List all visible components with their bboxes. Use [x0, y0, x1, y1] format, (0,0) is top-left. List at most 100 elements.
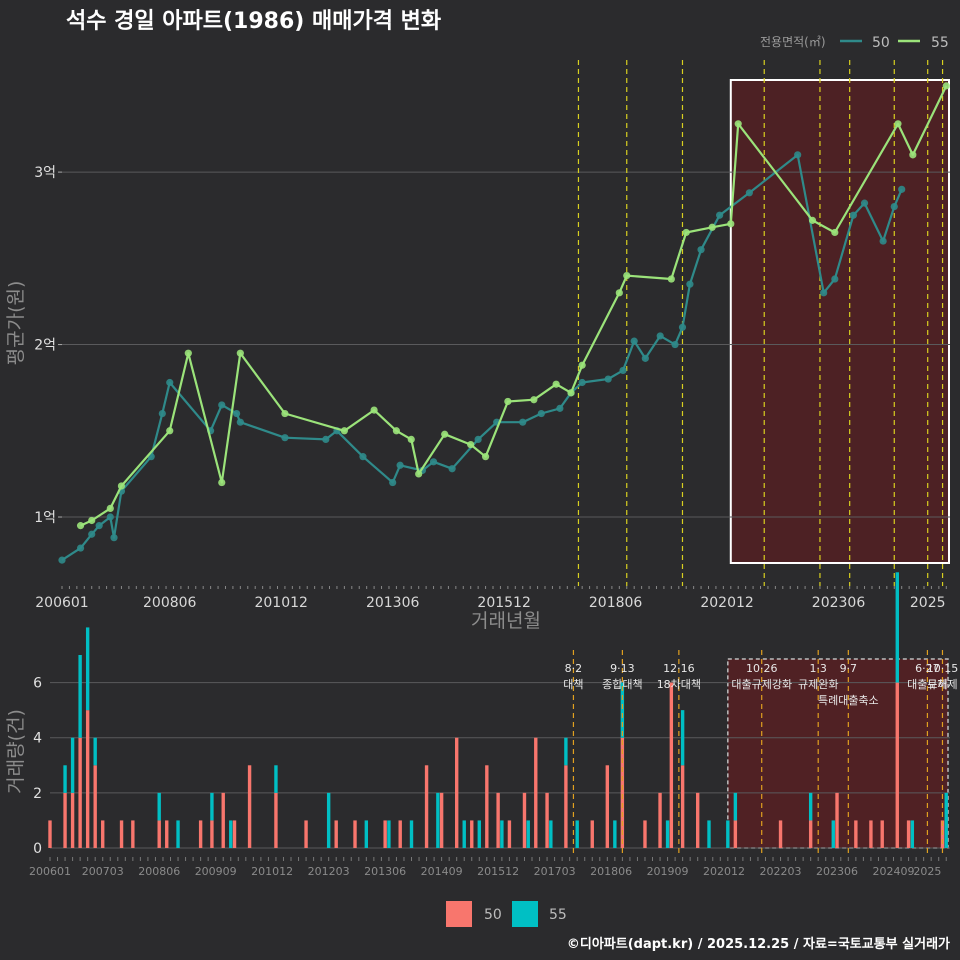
volume-bar-55 — [364, 820, 369, 848]
volume-bar-55 — [477, 820, 481, 848]
volume-x-tick-label: 202203 — [760, 865, 802, 878]
volume-bar-50 — [835, 792, 839, 848]
data-point-55 — [734, 120, 742, 128]
volume-bar-50 — [455, 737, 459, 848]
data-point-50 — [831, 275, 839, 283]
data-point-55 — [552, 380, 560, 388]
x-tick-label: 200601 — [35, 595, 88, 611]
volume-bar-55 — [85, 627, 90, 711]
data-point-50 — [448, 465, 456, 473]
volume-bar-50 — [658, 792, 662, 848]
legend-label-50: 50 — [872, 35, 890, 51]
data-point-50 — [389, 478, 397, 487]
volume-bar-50 — [545, 792, 549, 848]
volume-x-tick-label: 201203 — [308, 865, 350, 878]
volume-bar-50 — [383, 820, 387, 848]
volume-bar-50 — [210, 820, 214, 848]
data-point-50 — [860, 199, 869, 207]
data-point-55 — [166, 427, 174, 435]
volume-x-tick-label: 201909 — [647, 865, 689, 878]
data-point-50 — [898, 185, 906, 193]
volume-x-tick-label: 201012 — [251, 865, 293, 878]
volume-bar-50 — [274, 792, 278, 848]
data-point-50 — [686, 280, 694, 288]
data-point-50 — [110, 534, 118, 542]
data-point-55 — [236, 349, 244, 357]
volume-x-tick-label: 201512 — [477, 865, 519, 878]
data-point-55 — [370, 406, 378, 414]
data-point-50 — [95, 522, 103, 530]
x-tick-label: 200806 — [143, 595, 197, 611]
volume-bar-50 — [906, 820, 911, 848]
data-point-50 — [849, 211, 857, 219]
highlight-region — [729, 79, 951, 564]
data-point-50 — [537, 409, 545, 418]
data-point-50 — [88, 530, 96, 538]
volume-x-tick-label: 201806 — [590, 865, 632, 878]
volume-bar-55 — [620, 682, 625, 738]
volume-bar-50 — [221, 792, 225, 848]
data-point-55 — [504, 397, 512, 406]
volume-y-tick-label: 2 — [33, 786, 42, 802]
volume-bar-50 — [304, 820, 308, 848]
data-point-50 — [158, 409, 166, 418]
volume-bar-50 — [808, 820, 813, 848]
volume-bar-50 — [334, 820, 338, 848]
volume-bar-50 — [131, 820, 135, 848]
volume-bar-55 — [274, 765, 278, 793]
volume-bar-50 — [696, 792, 700, 848]
volume-bar-50 — [70, 792, 75, 848]
data-point-50 — [76, 544, 85, 552]
volume-bar-55 — [70, 737, 75, 793]
volume-bar-55 — [526, 820, 530, 848]
volume-legend-swatch-50 — [446, 901, 472, 927]
data-point-50 — [745, 189, 753, 197]
x-tick-label: 201512 — [477, 595, 530, 611]
x-tick-label: 201012 — [254, 595, 307, 611]
volume-bar-55 — [436, 792, 440, 848]
data-point-55 — [407, 435, 415, 444]
volume-x-tick-label: 202409 — [873, 865, 915, 878]
volume-x-tick-label: 200703 — [82, 865, 124, 878]
volume-x-tick-label: 201703 — [534, 865, 576, 878]
data-point-55 — [894, 120, 902, 128]
volume-bar-55 — [326, 792, 331, 848]
data-point-50 — [218, 401, 226, 409]
policy-name-label: 18차대책 — [657, 678, 701, 691]
volume-bar-50 — [439, 792, 444, 848]
volume-bar-50 — [78, 737, 82, 848]
data-point-55 — [415, 470, 423, 478]
data-point-55 — [578, 361, 586, 369]
data-point-50 — [716, 211, 724, 219]
volume-bar-50 — [63, 792, 67, 848]
policy-date-label: 12·16 — [663, 662, 695, 675]
data-point-50 — [474, 435, 482, 444]
volume-bar-50 — [778, 820, 783, 848]
volume-bar-55 — [210, 792, 214, 821]
data-point-50 — [166, 378, 174, 387]
policy-name-label: 대책 — [563, 678, 583, 691]
data-point-55 — [117, 482, 126, 490]
volume-x-tick-label: 200601 — [29, 865, 71, 878]
data-point-55 — [467, 440, 475, 449]
volume-x-tick-label: 202306 — [816, 865, 858, 878]
data-point-55 — [727, 220, 735, 228]
volume-bar-50 — [880, 820, 884, 848]
volume-bar-55 — [564, 737, 568, 766]
volume-legend-label-55: 55 — [549, 907, 567, 923]
volume-bar-50 — [247, 765, 252, 848]
volume-y-tick-label: 6 — [33, 676, 42, 692]
data-point-55 — [392, 427, 400, 435]
data-point-55 — [88, 516, 96, 525]
policy-date-label: 9·13 — [610, 662, 635, 675]
volume-bar-55 — [895, 572, 899, 683]
volume-bar-55 — [707, 820, 711, 848]
policy-name-label: 토허제 — [927, 678, 957, 691]
volume-bar-55 — [500, 820, 504, 848]
volume-legend: 50 55 — [446, 901, 567, 927]
volume-bar-50 — [93, 765, 97, 848]
data-point-50 — [106, 513, 114, 521]
volume-bar-55 — [229, 820, 233, 848]
volume-bar-55 — [613, 820, 617, 848]
volume-x-tick-label: 201306 — [364, 865, 406, 878]
